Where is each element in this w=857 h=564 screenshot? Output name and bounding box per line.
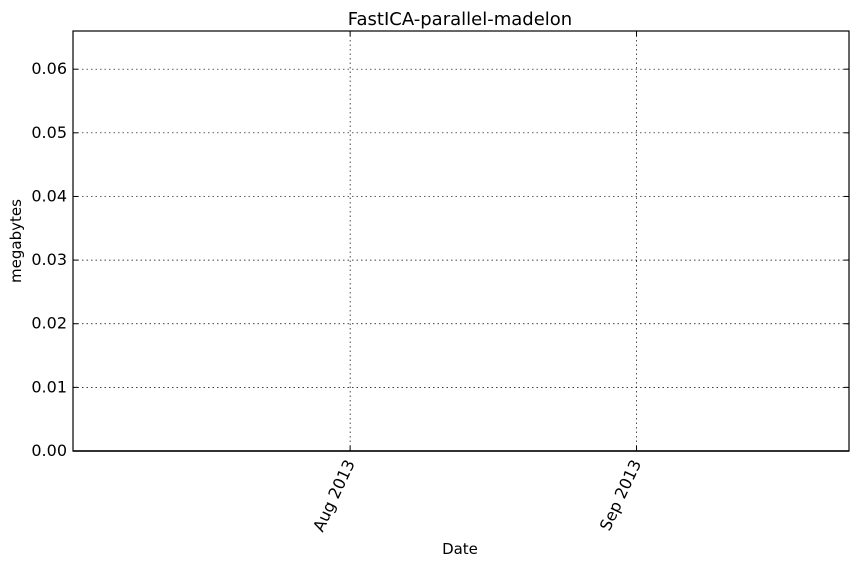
y-ticks: 0.00 0.01 0.02 0.03 0.04 0.05 0.06 bbox=[31, 59, 849, 460]
x-tick-label: Sep 2013 bbox=[596, 457, 645, 534]
x-axis-label: Date bbox=[442, 540, 478, 558]
plot-frame bbox=[72, 30, 850, 452]
y-tick-label: 0.00 bbox=[31, 441, 67, 460]
grid bbox=[73, 31, 849, 451]
y-tick-label: 0.05 bbox=[31, 123, 67, 142]
y-axis-label: megabytes bbox=[7, 199, 25, 283]
x-ticks: Aug 2013 Sep 2013 bbox=[309, 31, 645, 535]
chart-title: FastICA-parallel-madelon bbox=[348, 9, 572, 30]
y-tick-label: 0.06 bbox=[31, 59, 67, 78]
y-tick-label: 0.03 bbox=[31, 250, 67, 269]
y-tick-label: 0.01 bbox=[31, 377, 67, 396]
x-tick-label: Aug 2013 bbox=[309, 457, 359, 535]
y-tick-label: 0.04 bbox=[31, 186, 67, 205]
y-tick-label: 0.02 bbox=[31, 314, 67, 333]
